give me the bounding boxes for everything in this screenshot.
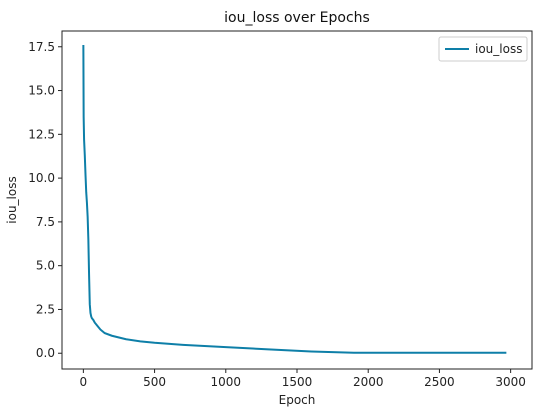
x-axis: 0 500 1000 1500 2000 2500 3000	[80, 369, 526, 389]
x-tick-label: 1500	[282, 375, 313, 389]
x-tick-label: 3000	[495, 375, 526, 389]
y-tick-label: 5.0	[36, 259, 55, 273]
x-tick-label: 2000	[353, 375, 384, 389]
axes-frame	[61, 30, 533, 370]
y-axis: 0.0 2.5 5.0 7.5 10.0 12.5 15.0 17.5	[28, 40, 62, 360]
y-tick-label: 10.0	[28, 171, 55, 185]
series-line-iou-loss	[82, 45, 507, 354]
y-axis-label: iou_loss	[5, 176, 19, 223]
x-tick-label: 1000	[211, 375, 242, 389]
y-tick-label: 0.0	[36, 346, 55, 360]
x-tick-label: 500	[143, 375, 166, 389]
x-tick-label: 2500	[424, 375, 455, 389]
x-tick-label: 0	[80, 375, 88, 389]
y-tick-label: 17.5	[28, 40, 55, 54]
chart-title: iou_loss over Epochs	[224, 10, 370, 26]
legend-label-iou-loss: iou_loss	[475, 42, 522, 56]
plot-area: 0 500 1000 1500 2000 2500 3000 0.0 2.5 5.0 7.5 10.…	[28, 30, 533, 389]
legend: iou_loss	[438, 36, 528, 62]
legend-box	[438, 36, 528, 62]
y-tick-label: 7.5	[36, 215, 55, 229]
y-tick-label: 2.5	[36, 302, 55, 316]
x-axis-label: Epoch	[279, 393, 316, 407]
y-tick-label: 15.0	[28, 84, 55, 98]
y-tick-label: 12.5	[28, 127, 55, 141]
